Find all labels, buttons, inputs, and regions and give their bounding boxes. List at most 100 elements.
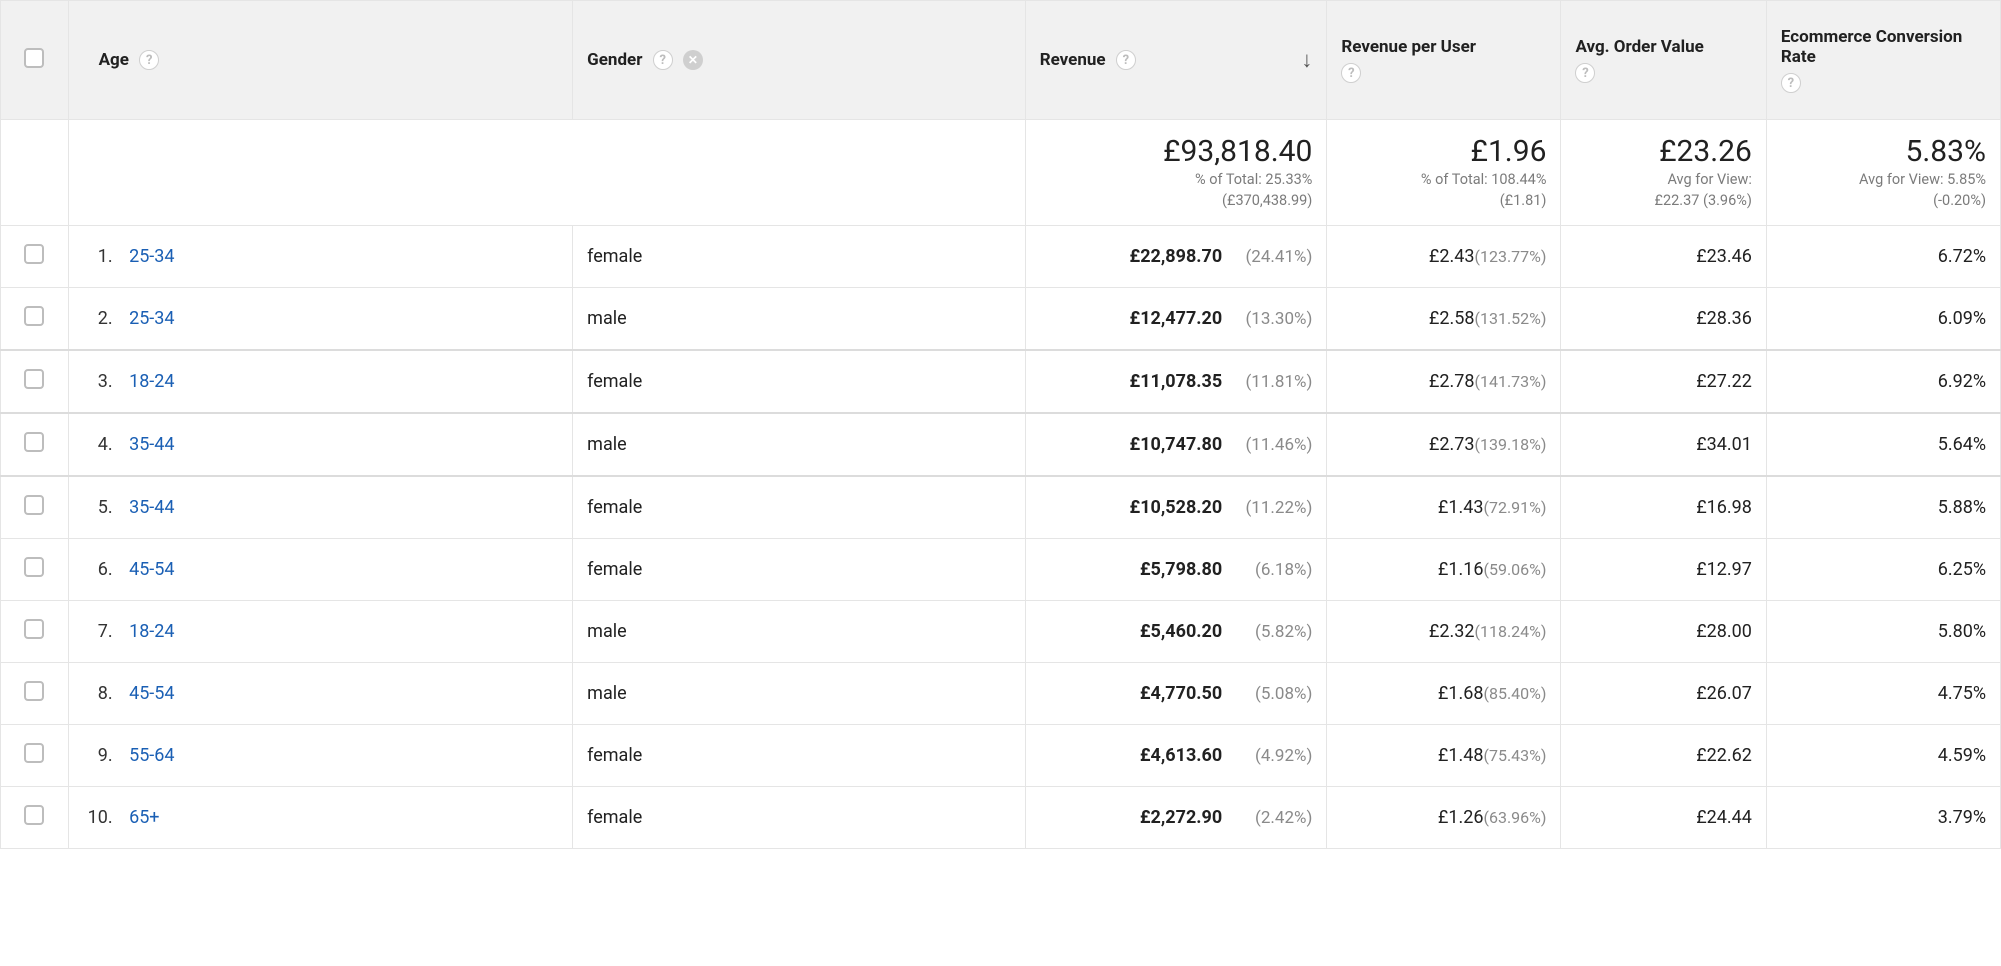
rpu-pct: (139.18%)	[1474, 435, 1546, 454]
cell-revenue: £4,770.50 (5.08%)	[1025, 663, 1327, 725]
cell-avg-order-value: £28.00	[1561, 601, 1766, 663]
totals-revenue: £93,818.40 % of Total: 25.33% (£370,438.…	[1025, 120, 1327, 226]
revenue-value: £5,798.80	[1140, 559, 1222, 580]
row-checkbox[interactable]	[1, 787, 69, 849]
checkbox-icon	[24, 306, 44, 326]
revenue-value: £10,528.20	[1130, 497, 1223, 518]
age-link[interactable]: 25-34	[129, 246, 174, 267]
row-number: 6.	[83, 559, 113, 580]
cell-revenue: £5,460.20 (5.82%)	[1025, 601, 1327, 663]
column-header-gender[interactable]: Gender ? ✕	[573, 1, 1026, 120]
revenue-value: £10,747.80	[1130, 434, 1223, 455]
cell-gender: female	[573, 350, 1026, 413]
cell-age: 1. 25-34	[68, 226, 573, 288]
help-icon[interactable]: ?	[1341, 63, 1361, 83]
totals-sub: £22.37 (3.96%)	[1575, 190, 1751, 211]
row-number: 1.	[83, 246, 113, 267]
column-label: Ecommerce Conversion Rate	[1781, 27, 1986, 67]
row-checkbox[interactable]	[1, 601, 69, 663]
help-icon[interactable]: ?	[139, 50, 159, 70]
revenue-value: £22,898.70	[1130, 246, 1223, 267]
age-link[interactable]: 45-54	[129, 683, 174, 704]
row-checkbox[interactable]	[1, 226, 69, 288]
revenue-pct: (24.41%)	[1232, 247, 1312, 267]
totals-sub: Avg for View: 5.85%	[1781, 169, 1986, 190]
checkbox-icon	[24, 619, 44, 639]
cell-ecr: 4.59%	[1766, 725, 2000, 787]
table-row: 9. 55-64 female £4,613.60 (4.92%) £1.48(…	[1, 725, 2001, 787]
row-number: 2.	[83, 308, 113, 329]
checkbox-icon	[24, 557, 44, 577]
cell-revenue-per-user: £1.26(63.96%)	[1327, 787, 1561, 849]
column-label: Age	[99, 50, 129, 70]
revenue-pct: (13.30%)	[1232, 309, 1312, 329]
age-link[interactable]: 18-24	[129, 621, 174, 642]
cell-age: 9. 55-64	[68, 725, 573, 787]
revenue-value: £12,477.20	[1130, 308, 1223, 329]
row-checkbox[interactable]	[1, 476, 69, 539]
cell-gender: male	[573, 663, 1026, 725]
help-icon[interactable]: ?	[653, 50, 673, 70]
column-header-ecommerce-conversion-rate[interactable]: Ecommerce Conversion Rate ?	[1766, 1, 2000, 120]
totals-revenue-per-user: £1.96 % of Total: 108.44% (£1.81)	[1327, 120, 1561, 226]
rpu-pct: (131.52%)	[1474, 309, 1546, 328]
row-checkbox[interactable]	[1, 413, 69, 476]
revenue-pct: (11.46%)	[1232, 435, 1312, 455]
row-checkbox[interactable]	[1, 350, 69, 413]
cell-gender: male	[573, 601, 1026, 663]
cell-revenue: £12,477.20 (13.30%)	[1025, 288, 1327, 351]
header-select-all[interactable]	[1, 1, 69, 120]
checkbox-icon	[24, 681, 44, 701]
cell-avg-order-value: £27.22	[1561, 350, 1766, 413]
help-icon[interactable]: ?	[1575, 63, 1595, 83]
cell-revenue-per-user: £1.43(72.91%)	[1327, 476, 1561, 539]
totals-sub: % of Total: 25.33%	[1040, 169, 1313, 190]
revenue-value: £4,613.60	[1140, 745, 1222, 766]
cell-ecr: 6.25%	[1766, 539, 2000, 601]
revenue-pct: (6.18%)	[1232, 560, 1312, 580]
row-checkbox[interactable]	[1, 725, 69, 787]
row-checkbox[interactable]	[1, 288, 69, 351]
help-icon[interactable]: ?	[1781, 73, 1801, 93]
cell-ecr: 6.92%	[1766, 350, 2000, 413]
checkbox-icon	[24, 48, 44, 68]
column-label: Gender	[587, 50, 642, 70]
cell-gender: female	[573, 787, 1026, 849]
cell-ecr: 5.64%	[1766, 413, 2000, 476]
column-header-avg-order-value[interactable]: Avg. Order Value ?	[1561, 1, 1766, 120]
revenue-pct: (4.92%)	[1232, 746, 1312, 766]
table-row: 6. 45-54 female £5,798.80 (6.18%) £1.16(…	[1, 539, 2001, 601]
age-link[interactable]: 45-54	[129, 559, 174, 580]
cell-revenue-per-user: £2.78(141.73%)	[1327, 350, 1561, 413]
cell-age: 5. 35-44	[68, 476, 573, 539]
rpu-value: £2.78	[1429, 371, 1475, 392]
age-link[interactable]: 35-44	[129, 434, 174, 455]
remove-dimension-icon[interactable]: ✕	[683, 50, 703, 70]
column-header-revenue[interactable]: Revenue ? ↓	[1025, 1, 1327, 120]
row-checkbox[interactable]	[1, 663, 69, 725]
totals-sub: Avg for View:	[1575, 169, 1751, 190]
cell-revenue-per-user: £2.73(139.18%)	[1327, 413, 1561, 476]
table-row: 8. 45-54 male £4,770.50 (5.08%) £1.68(85…	[1, 663, 2001, 725]
totals-blank	[68, 120, 1025, 226]
age-link[interactable]: 65+	[129, 807, 159, 828]
age-link[interactable]: 55-64	[129, 745, 174, 766]
rpu-pct: (141.73%)	[1474, 372, 1546, 391]
totals-avg-order-value: £23.26 Avg for View: £22.37 (3.96%)	[1561, 120, 1766, 226]
rpu-value: £1.43	[1438, 497, 1484, 518]
column-header-age[interactable]: Age ?	[68, 1, 573, 120]
age-link[interactable]: 18-24	[129, 371, 174, 392]
cell-revenue-per-user: £1.48(75.43%)	[1327, 725, 1561, 787]
column-label: Revenue	[1040, 50, 1106, 70]
age-link[interactable]: 35-44	[129, 497, 174, 518]
cell-avg-order-value: £34.01	[1561, 413, 1766, 476]
cell-revenue: £2,272.90 (2.42%)	[1025, 787, 1327, 849]
column-header-revenue-per-user[interactable]: Revenue per User ?	[1327, 1, 1561, 120]
row-checkbox[interactable]	[1, 539, 69, 601]
cell-age: 6. 45-54	[68, 539, 573, 601]
cell-gender: male	[573, 413, 1026, 476]
rpu-pct: (72.91%)	[1483, 498, 1546, 517]
help-icon[interactable]: ?	[1116, 50, 1136, 70]
age-link[interactable]: 25-34	[129, 308, 174, 329]
cell-revenue-per-user: £1.68(85.40%)	[1327, 663, 1561, 725]
